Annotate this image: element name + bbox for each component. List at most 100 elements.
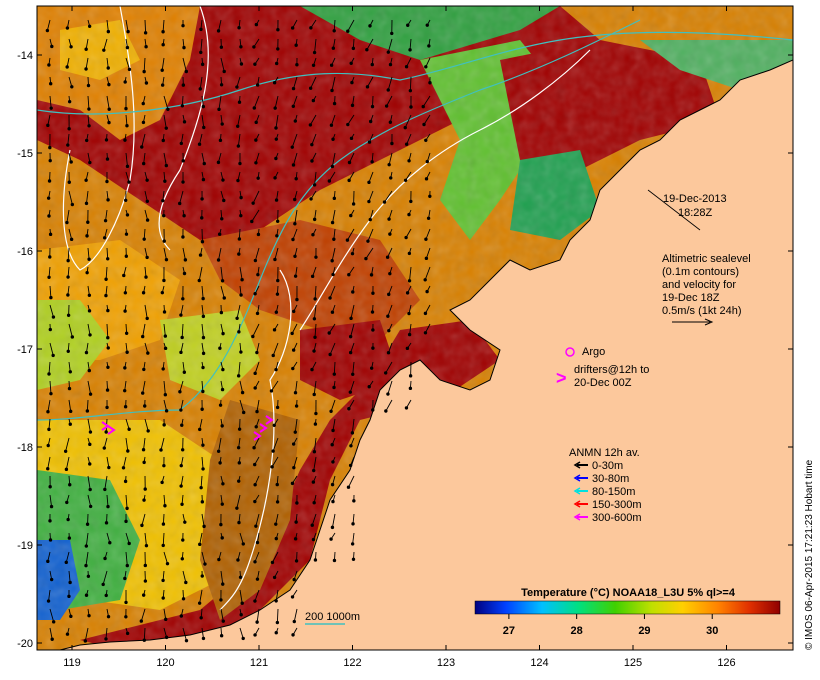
velocity-arrow [85,532,89,547]
velocity-arrow [47,114,51,126]
velocity-arrow [349,380,355,393]
velocity-arrow-head [384,371,388,375]
velocity-arrow-head [349,316,353,321]
velocity-arrow-head [222,69,226,74]
velocity-arrow [201,627,204,639]
velocity-arrow-head [346,485,351,489]
velocity-arrow-head [291,442,296,446]
velocity-arrow-head [202,161,206,166]
velocity-arrow-head [85,409,90,413]
velocity-arrow-head [329,63,334,67]
velocity-arrow [47,399,51,412]
velocity-arrow [291,323,298,334]
velocity-arrow-head [143,31,148,35]
velocity-arrow-head [291,163,296,167]
velocity-arrow-head [141,101,145,106]
velocity-arrow-head [106,198,110,202]
velocity-arrow-head [102,48,106,52]
velocity-arrow [275,114,279,129]
velocity-arrow-head [85,522,90,526]
velocity-arrow [201,380,204,392]
velocity-arrow-head [294,520,298,524]
velocity-arrow [313,456,317,471]
velocity-arrow-head [104,293,108,298]
velocity-arrow [388,152,393,165]
velocity-arrow-head [423,311,428,316]
velocity-arrow-head [332,196,337,201]
velocity-arrow [218,95,222,110]
velocity-arrow-head [291,104,296,108]
velocity-arrow-head [237,479,241,483]
velocity-arrow-head [144,543,149,548]
velocity-arrow [144,418,149,432]
velocity-arrow-head [49,577,54,582]
velocity-arrow-head [106,336,110,340]
velocity-arrow [162,532,165,546]
velocity-arrow [347,228,355,241]
velocity-arrow-head [183,258,188,262]
argo-label: Argo [582,346,605,358]
velocity-arrow-head [256,232,261,237]
velocity-arrow-head [220,387,225,392]
velocity-arrow-head [220,279,225,283]
velocity-arrow [199,589,203,604]
velocity-arrow-head [201,389,205,394]
velocity-arrow-head [386,392,390,396]
velocity-arrow [255,152,260,163]
velocity-arrow [275,589,279,601]
velocity-arrow-head [139,619,144,623]
velocity-arrow-head [218,403,223,407]
velocity-arrow-head [69,237,74,242]
velocity-arrow-head [221,582,225,586]
velocity-arrow-head [346,122,350,127]
velocity-arrow-head [102,236,107,240]
velocity-arrow-head [312,450,317,454]
velocity-arrow [423,114,431,125]
velocity-arrow-head [270,560,275,565]
velocity-arrow-head [88,160,92,165]
velocity-arrow-head [332,558,337,563]
velocity-arrow-head [103,556,107,561]
anmn-swatch-head [573,487,581,495]
velocity-arrow-head [48,255,52,259]
velocity-arrow-head [351,557,356,561]
velocity-arrow [143,228,146,240]
velocity-arrow [141,133,146,148]
velocity-arrow [163,380,166,395]
velocity-arrow-head [254,22,259,27]
velocity-arrow-head [126,449,130,453]
velocity-arrow-head [63,449,68,453]
velocity-arrow-head [103,487,107,492]
velocity-arrow-head [351,372,355,376]
velocity-arrow [409,266,412,281]
velocity-arrow-head [313,335,317,339]
velocity-arrow-head [256,272,260,277]
velocity-arrow-head [237,25,241,30]
velocity-arrow [328,323,336,334]
velocity-arrow-head [311,233,315,237]
velocity-arrow-head [250,219,254,224]
velocity-arrow-head [332,29,336,33]
velocity-arrow-head [163,393,168,397]
velocity-arrow-head [67,536,72,540]
velocity-arrow-head [201,335,206,340]
velocity-arrow-head [293,119,298,123]
velocity-arrow-head [239,293,243,297]
lat-tick-label: -19 [17,540,33,552]
velocity-arrow-head [235,124,240,128]
velocity-arrow-head [161,522,166,526]
velocity-arrow-head [199,616,203,620]
velocity-arrow [387,76,393,91]
velocity-arrow-head [125,124,129,128]
argo-legend: Argo > drifters@12h to 20-Dec 00Z [556,346,649,389]
velocity-arrow-head [84,563,88,568]
velocity-arrow-head [313,297,317,301]
velocity-arrow-head [329,123,334,127]
velocity-arrow [332,209,336,223]
velocity-arrow-head [201,467,205,471]
velocity-arrow [311,133,317,145]
velocity-arrow-head [364,256,368,261]
lat-tick-label: -18 [17,442,33,454]
velocity-arrow-head [47,372,51,376]
velocity-arrow [409,38,412,50]
